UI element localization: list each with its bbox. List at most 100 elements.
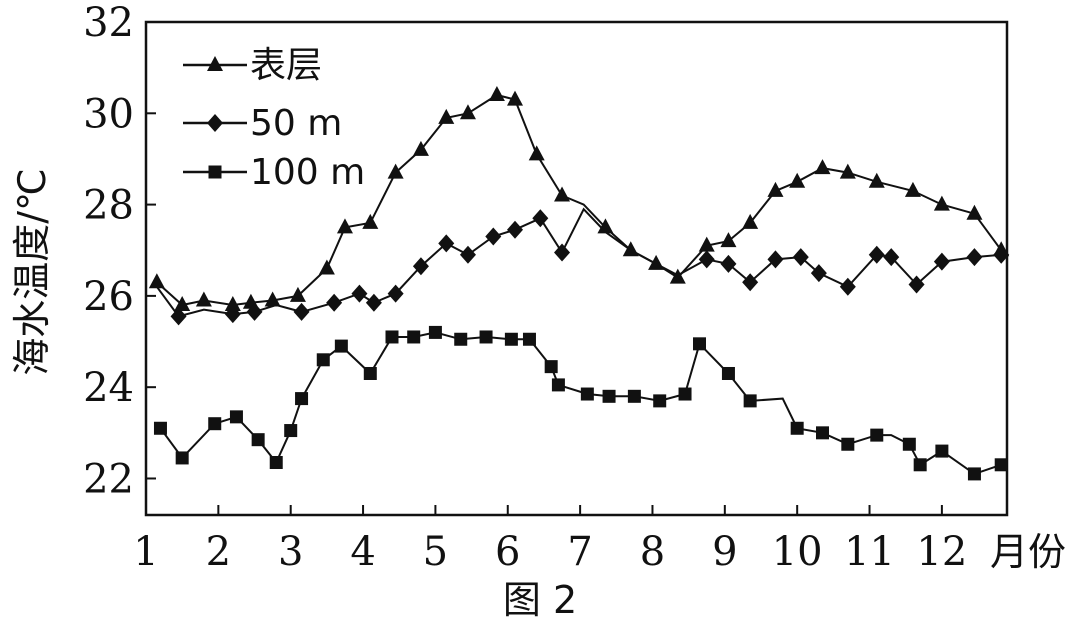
series-0-point	[264, 291, 281, 307]
legend-label: 表层	[250, 45, 322, 86]
series-0-point	[362, 213, 379, 229]
series-2-point	[504, 332, 518, 346]
y-tick-label: 28	[83, 183, 134, 229]
series-2-point	[967, 467, 981, 481]
series-2-point	[284, 424, 298, 438]
series-1-point	[742, 273, 759, 292]
series-2-point	[790, 421, 804, 435]
series-2-point	[841, 437, 855, 451]
series-2-point	[693, 337, 706, 351]
series-1-point	[485, 227, 502, 246]
series-1-point	[459, 245, 476, 264]
series-0-point	[767, 181, 784, 197]
series-0-point	[387, 163, 404, 179]
series-2-point	[479, 330, 493, 344]
legend: 表层 50 m 100 m	[183, 45, 365, 193]
series-0-point	[195, 291, 212, 307]
series-1-point	[293, 302, 310, 321]
x-tick-label: 1	[133, 529, 158, 575]
y-tick-label: 32	[83, 0, 134, 46]
series-0-point	[528, 145, 545, 161]
y-tick-label: 24	[83, 365, 134, 411]
series-2-point	[428, 325, 442, 339]
series-0-point	[554, 186, 571, 202]
series-line-2	[159, 331, 1002, 476]
series-1-point	[365, 293, 382, 312]
series-0-point	[148, 273, 165, 289]
figure-caption: 图 2	[503, 578, 577, 622]
series-1-point	[224, 305, 241, 324]
series-2-point	[269, 456, 283, 470]
series-2-point	[544, 360, 558, 374]
x-tick-label: 10	[772, 529, 823, 575]
x-axis: 1 2 3 4 5 6 7 8 9 10 11 12	[133, 505, 967, 575]
series-1-point	[507, 220, 523, 239]
x-tick-label: 12	[916, 529, 967, 575]
series-1-point	[908, 275, 925, 294]
series-2-point	[251, 433, 265, 447]
series-2-point	[627, 389, 641, 403]
y-tick-label: 26	[83, 274, 134, 320]
series-line-1	[156, 207, 1002, 318]
series-0-point	[904, 181, 921, 197]
legend-marker	[208, 165, 222, 179]
series-1-point	[698, 250, 715, 269]
series-1-point	[792, 248, 809, 267]
y-tick-label: 22	[83, 456, 134, 502]
x-axis-title: 月份	[990, 530, 1066, 574]
series-2-point	[208, 417, 222, 431]
series-0-point	[933, 195, 950, 211]
series-0-point	[622, 241, 639, 257]
legend-label: 50 m	[250, 103, 342, 144]
series-2-point	[602, 389, 616, 403]
series-2-point	[385, 330, 399, 344]
y-axis: 22 24 26 28 30 32	[83, 0, 156, 502]
series-2-point	[743, 394, 757, 408]
x-tick-label: 6	[495, 529, 520, 575]
series-0-point	[742, 213, 759, 229]
series-1-point	[438, 234, 455, 253]
series-2-point	[816, 426, 829, 440]
y-axis-title: 海水温度/℃	[10, 168, 54, 375]
x-tick-label: 7	[567, 529, 592, 575]
series-1-point	[720, 254, 737, 273]
series-2-point	[551, 378, 565, 392]
series-0-point	[789, 172, 806, 188]
series-0-point	[814, 159, 831, 175]
series-2-point	[678, 387, 692, 401]
legend-label: 100 m	[250, 152, 365, 193]
series-1-point	[966, 248, 983, 267]
series-2-point	[522, 332, 536, 346]
series-0-point	[488, 86, 505, 102]
y-tick-label: 30	[83, 91, 134, 137]
x-tick-label: 11	[844, 529, 895, 575]
series-1-point	[246, 302, 263, 321]
series-1-point	[839, 277, 856, 296]
series-0-point	[412, 140, 429, 156]
series-1-point	[532, 209, 549, 228]
series-2-point	[721, 366, 735, 380]
series-0-point	[224, 296, 241, 312]
x-tick-label: 3	[278, 529, 303, 575]
x-tick-label: 8	[640, 529, 665, 575]
series-0-point	[868, 172, 885, 188]
series-1-point	[326, 293, 343, 312]
series-0-point	[318, 259, 335, 275]
series-1-point	[387, 284, 404, 303]
legend-marker	[207, 114, 223, 132]
x-tick-label: 9	[712, 529, 737, 575]
series-2-point	[454, 332, 468, 346]
series-2-point	[175, 451, 189, 465]
series-2-point	[229, 410, 243, 424]
plot-frame	[144, 20, 1009, 517]
series-2-point	[334, 339, 348, 353]
series-0-point	[174, 296, 191, 312]
series-0-point	[336, 218, 353, 234]
series-1-point	[351, 284, 368, 303]
series-2-point	[316, 353, 330, 367]
series-0-point	[839, 163, 856, 179]
series-0-point	[459, 104, 476, 120]
series-0-point	[720, 232, 737, 248]
series-1-point	[767, 250, 784, 269]
